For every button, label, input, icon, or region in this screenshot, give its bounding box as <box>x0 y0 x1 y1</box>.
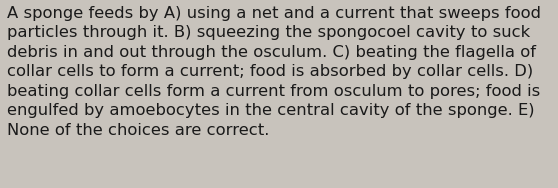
Text: A sponge feeds by A) using a net and a current that sweeps food
particles throug: A sponge feeds by A) using a net and a c… <box>7 6 541 138</box>
